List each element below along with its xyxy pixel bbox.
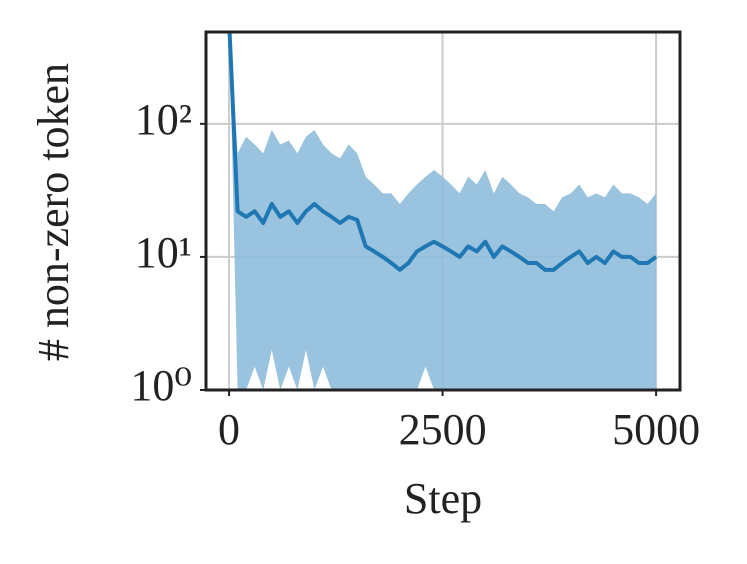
band <box>229 32 657 390</box>
line <box>227 32 658 272</box>
y-tick-label: 10² <box>135 95 192 144</box>
plot-area <box>227 32 658 390</box>
x-tick-label: 5000 <box>612 405 700 454</box>
x-tick-label: 2500 <box>399 405 487 454</box>
y-axis-label: # non-zero token <box>29 63 78 361</box>
x-tick-label: 0 <box>218 405 240 454</box>
y-tick-label: 10⁰ <box>130 361 192 410</box>
x-axis-label: Step <box>404 474 482 523</box>
y-tick-label: 10¹ <box>135 228 192 277</box>
